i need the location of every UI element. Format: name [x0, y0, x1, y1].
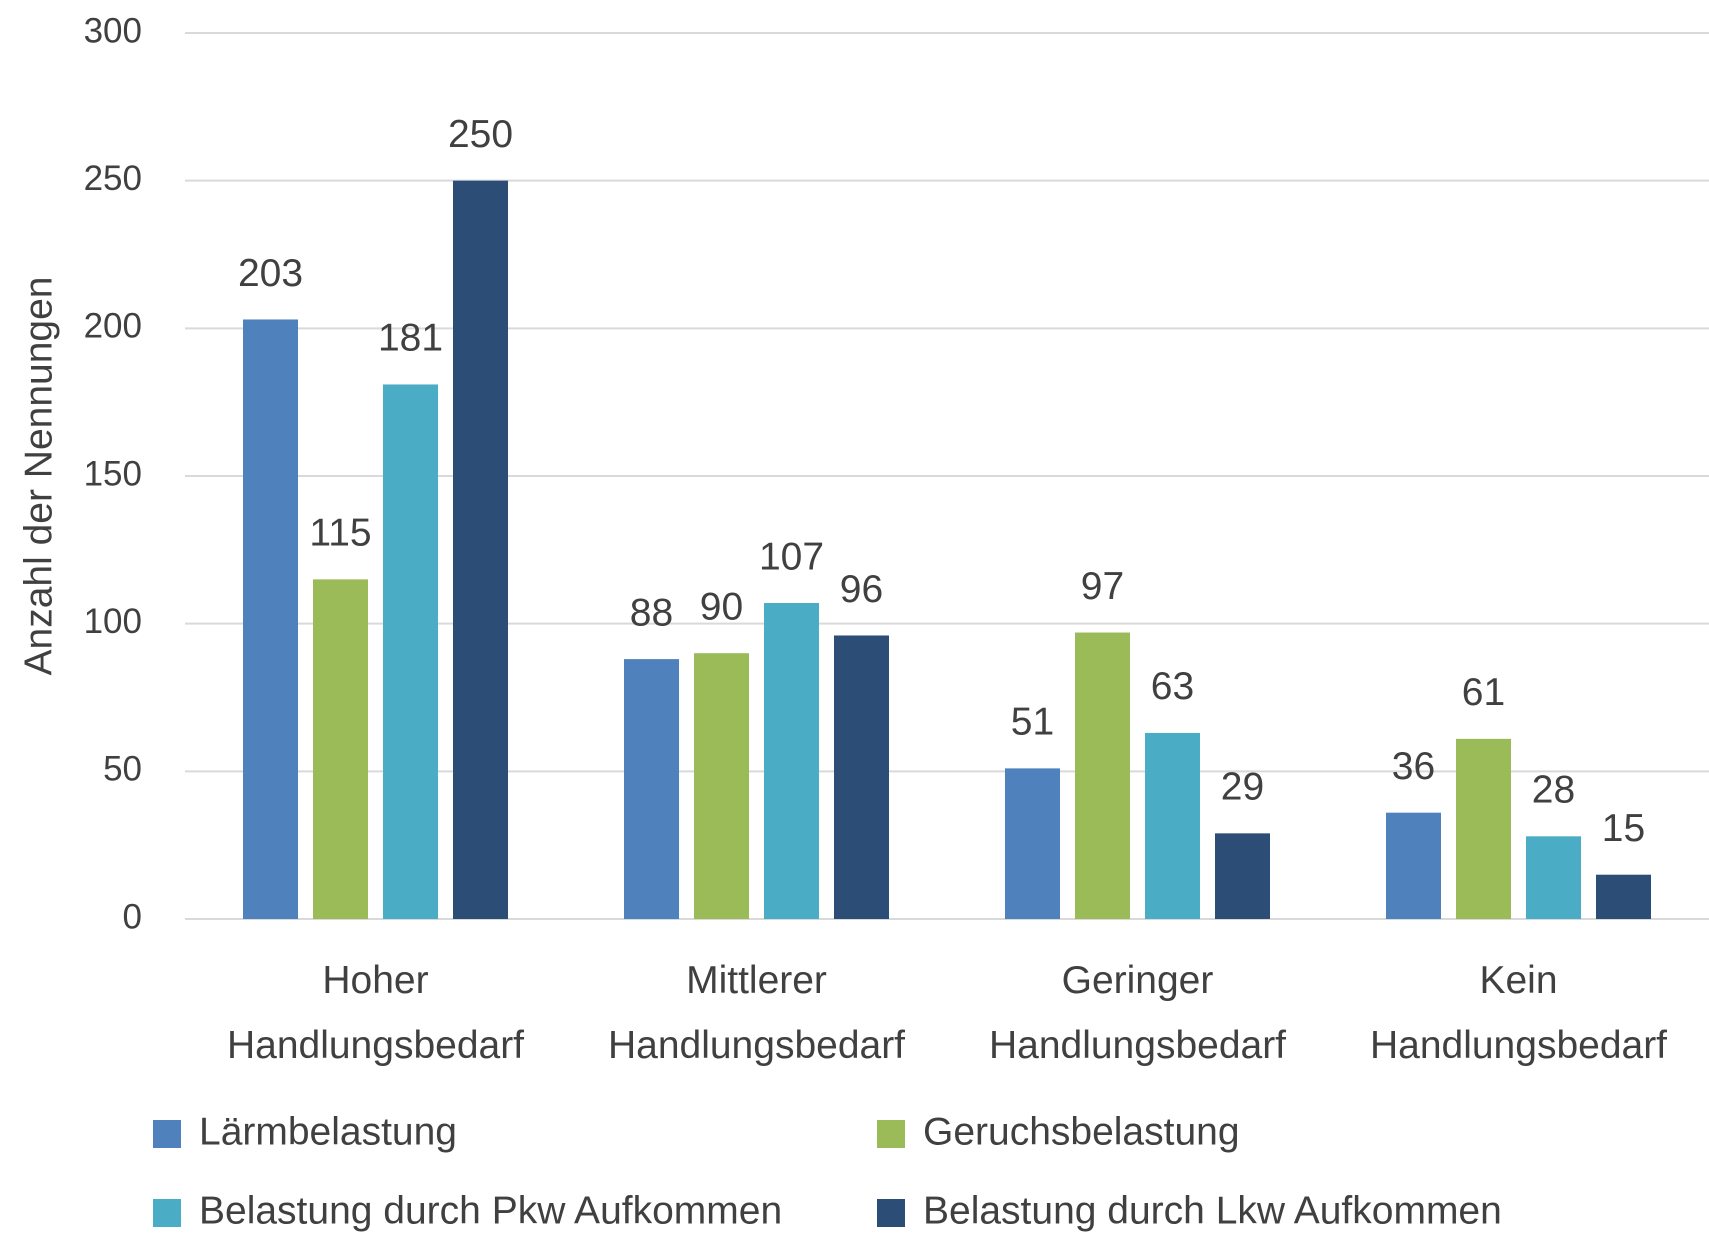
x-tick-label: Mittlerer Handlungsbedarf	[608, 959, 905, 1067]
y-tick-label: 200	[84, 307, 142, 346]
y-tick-label: 100	[84, 602, 142, 641]
data-label: 61	[1462, 671, 1505, 714]
bar	[1145, 732, 1200, 919]
legend-label: Lärmbelastung	[199, 1110, 457, 1153]
y-tick-label: 150	[84, 454, 142, 493]
data-label: 250	[448, 113, 513, 156]
y-axis-label: Anzahl der Nennungen	[17, 277, 60, 676]
data-label: 181	[378, 317, 443, 360]
bar	[1526, 836, 1581, 919]
data-label: 107	[759, 535, 824, 578]
legend-swatch	[153, 1199, 181, 1227]
bar	[1005, 768, 1060, 919]
y-tick-label: 0	[123, 897, 142, 936]
bar	[243, 319, 298, 919]
x-tick-label: Geringer Handlungsbedarf	[989, 959, 1286, 1067]
bar	[1596, 874, 1651, 919]
legend-swatch	[153, 1120, 181, 1148]
data-label: 63	[1151, 665, 1194, 708]
bar	[834, 635, 889, 919]
data-label: 51	[1011, 701, 1054, 744]
bar	[624, 659, 679, 919]
data-label: 28	[1532, 769, 1575, 812]
legend-swatch	[877, 1199, 905, 1227]
data-label: 29	[1221, 766, 1264, 809]
data-label: 36	[1392, 745, 1435, 788]
data-label: 97	[1081, 565, 1124, 608]
x-tick-label: Kein Handlungsbedarf	[1370, 959, 1667, 1067]
bar	[313, 579, 368, 919]
bar	[694, 653, 749, 919]
legend-label: Belastung durch Lkw Aufkommen	[923, 1189, 1502, 1232]
y-tick-label: 300	[84, 11, 142, 50]
data-label: 15	[1602, 807, 1645, 850]
bar	[383, 384, 438, 919]
bar	[1386, 812, 1441, 919]
legend-label: Belastung durch Pkw Aufkommen	[199, 1189, 782, 1232]
bar	[453, 180, 508, 919]
legend-label: Geruchsbelastung	[923, 1110, 1240, 1153]
data-label: 203	[238, 252, 303, 295]
x-tick-label: Hoher Handlungsbedarf	[227, 959, 524, 1067]
y-tick-label: 50	[103, 750, 142, 789]
bar	[1456, 738, 1511, 919]
data-label: 88	[630, 591, 673, 634]
data-label: 115	[309, 512, 371, 555]
bar	[1215, 833, 1270, 919]
data-label: 96	[840, 568, 883, 611]
bar	[764, 602, 819, 919]
bar	[1075, 632, 1130, 919]
data-label: 90	[700, 585, 743, 628]
y-tick-label: 250	[84, 159, 142, 198]
legend-swatch	[877, 1120, 905, 1148]
